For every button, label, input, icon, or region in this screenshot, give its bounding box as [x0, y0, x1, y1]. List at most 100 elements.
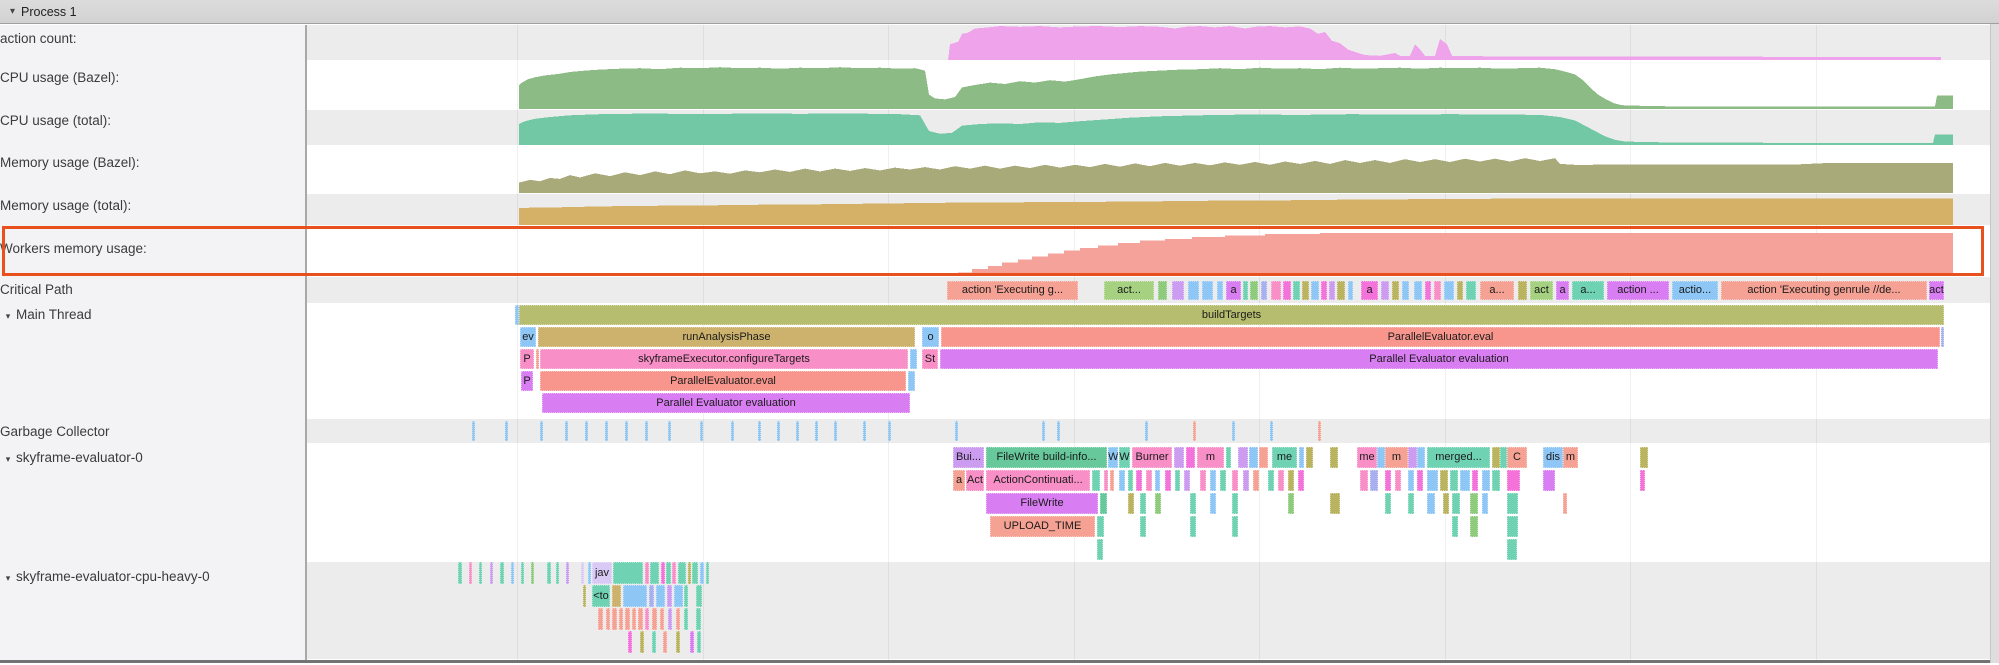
skyframe-evaluator-0-slice[interactable] [1385, 470, 1391, 491]
skyframe-evaluator-0-slice[interactable] [1427, 493, 1435, 514]
skyframe-evaluator-0-slice[interactable]: Bui... [953, 447, 984, 468]
skyframe-evaluator-cpu-heavy-slice[interactable] [700, 562, 704, 584]
skyframe-evaluator-0-slice[interactable] [1253, 470, 1259, 491]
skyframe-evaluator-0-slice[interactable]: me [1357, 447, 1377, 468]
gc-tick[interactable] [955, 421, 958, 441]
skyframe-evaluator-0-slice[interactable] [1377, 447, 1385, 468]
collapse-arrow-icon[interactable]: ▾ [5, 454, 11, 464]
gc-tick[interactable] [700, 421, 703, 441]
skyframe-evaluator-cpu-heavy-slice[interactable] [469, 562, 472, 584]
main-thread-slice[interactable]: ParallelEvaluator.eval [941, 327, 1940, 347]
skyframe-evaluator-0-slice[interactable] [1543, 470, 1555, 491]
gc-tick[interactable] [834, 421, 837, 441]
action-count-chart[interactable] [307, 25, 1992, 60]
skyframe-evaluator-0-slice[interactable] [1306, 447, 1313, 468]
skyframe-evaluator-0-slice[interactable] [1226, 447, 1231, 468]
gc-tick[interactable] [731, 421, 734, 441]
critical-path-slice[interactable] [1444, 281, 1454, 300]
skyframe-evaluator-cpu-heavy-slice[interactable] [696, 585, 702, 607]
critical-path-slice[interactable]: action 'Executing genrule //de... [1721, 281, 1927, 300]
critical-path-slice[interactable] [1243, 281, 1248, 300]
skyframe-evaluator-0-slice[interactable] [1288, 493, 1294, 514]
gc-tick[interactable] [540, 421, 543, 441]
skyframe-evaluator-cpu-heavy-slice[interactable] [511, 562, 514, 584]
skyframe-evaluator-0-slice[interactable] [1249, 447, 1258, 468]
gc-tick[interactable] [1270, 421, 1273, 441]
skyframe-evaluator-cpu-heavy-slice[interactable]: <to [592, 585, 610, 607]
skyframe-evaluator-cpu-heavy-slice[interactable] [598, 608, 603, 630]
skyframe-evaluator-cpu-heavy-slice[interactable] [684, 585, 688, 607]
main-thread-slice[interactable]: St [922, 349, 938, 369]
main-thread-slice[interactable]: ParallelEvaluator.eval [540, 371, 906, 391]
gc-tick[interactable] [1057, 421, 1060, 441]
skyframe-evaluator-0-slice[interactable] [1417, 470, 1423, 491]
skyframe-evaluator-cpu-heavy-slice[interactable] [547, 562, 551, 584]
collapse-arrow-icon[interactable]: ▾ [5, 311, 11, 321]
skyframe-evaluator-cpu-heavy-slice[interactable] [521, 562, 524, 584]
critical-path-slice[interactable]: action 'Executing g... [947, 281, 1078, 300]
skyframe-evaluator-0-slice[interactable]: W [1119, 447, 1130, 468]
skyframe-evaluator-cpu-heavy-slice[interactable] [663, 631, 667, 653]
skyframe-evaluator-cpu-heavy-slice[interactable] [697, 631, 701, 653]
gc-tick[interactable] [758, 421, 761, 441]
skyframe-evaluator-0-slice[interactable] [1640, 447, 1648, 468]
skyframe-evaluator-cpu-heavy-slice[interactable] [672, 562, 676, 584]
critical-path-slice[interactable]: a... [1480, 281, 1514, 300]
skyframe-evaluator-cpu-heavy-slice[interactable] [645, 562, 649, 584]
skyframe-evaluator-0-slice[interactable]: dis [1543, 447, 1563, 468]
memory-usage-bazel--chart[interactable] [307, 146, 1992, 193]
skyframe-evaluator-cpu-heavy-slice[interactable] [606, 608, 610, 630]
sidebar-item-workers-memory[interactable]: Workers memory usage: [0, 241, 147, 256]
gc-tick[interactable] [625, 421, 628, 441]
memory-usage-total--chart[interactable] [307, 194, 1992, 225]
main-thread-slice[interactable]: Parallel Evaluator evaluation [940, 349, 1938, 369]
skyframe-evaluator-0-slice[interactable] [1259, 447, 1268, 468]
gc-tick[interactable] [888, 421, 891, 441]
skyframe-evaluator-cpu-heavy-slice[interactable] [623, 585, 647, 607]
skyframe-evaluator-cpu-heavy-slice[interactable] [632, 608, 636, 630]
skyframe-evaluator-0-slice[interactable] [1298, 470, 1304, 491]
skyframe-evaluator-0-slice[interactable]: Act [966, 470, 984, 491]
critical-path-slice[interactable] [1466, 281, 1476, 300]
skyframe-evaluator-0-slice[interactable] [1140, 493, 1146, 514]
skyframe-evaluator-0-slice[interactable] [1155, 470, 1160, 491]
critical-path-slice[interactable]: a [1361, 281, 1378, 300]
critical-path-slice[interactable] [1434, 281, 1441, 300]
skyframe-evaluator-cpu-heavy-slice[interactable] [581, 562, 584, 584]
skyframe-evaluator-0-slice[interactable] [1268, 470, 1274, 491]
critical-path-slice[interactable]: act [1530, 281, 1553, 300]
critical-path-slice[interactable]: a [1556, 281, 1569, 300]
skyframe-evaluator-0-slice[interactable]: W [1108, 447, 1118, 468]
skyframe-evaluator-cpu-heavy-slice[interactable] [674, 585, 683, 607]
skyframe-evaluator-0-slice[interactable] [1472, 470, 1478, 491]
skyframe-evaluator-0-slice[interactable]: UPLOAD_TIME [990, 516, 1095, 537]
skyframe-evaluator-0-slice[interactable] [1452, 493, 1460, 514]
skyframe-evaluator-cpu-heavy-slice[interactable] [661, 562, 665, 584]
skyframe-evaluator-0-slice[interactable]: me [1272, 447, 1297, 468]
skyframe-evaluator-0-slice[interactable] [1440, 470, 1448, 491]
skyframe-evaluator-cpu-heavy-slice[interactable]: jav [592, 562, 612, 584]
skyframe-evaluator-0-slice[interactable] [1238, 447, 1248, 468]
skyframe-evaluator-0-slice[interactable] [1452, 516, 1458, 537]
skyframe-evaluator-cpu-heavy-slice[interactable] [666, 562, 671, 584]
skyframe-evaluator-cpu-heavy-slice[interactable] [612, 608, 617, 630]
critical-path-slice[interactable] [1188, 281, 1199, 300]
gc-tick[interactable] [1232, 421, 1235, 441]
skyframe-evaluator-cpu-heavy-slice[interactable] [479, 562, 482, 584]
scrollbar-track[interactable] [1990, 24, 1999, 663]
critical-path-slice[interactable] [1250, 281, 1258, 300]
main-thread-slice[interactable]: skyframeExecutor.configureTargets [540, 349, 908, 369]
skyframe-evaluator-0-slice[interactable] [1220, 470, 1226, 491]
main-thread-slice[interactable] [515, 305, 519, 325]
gc-tick[interactable] [863, 421, 866, 441]
main-thread-slice[interactable]: ev [520, 327, 536, 347]
skyframe-evaluator-0-slice[interactable] [1100, 493, 1107, 514]
skyframe-evaluator-0-slice[interactable] [1507, 516, 1518, 537]
skyframe-evaluator-0-slice[interactable] [1492, 470, 1500, 491]
skyframe-evaluator-0-slice[interactable] [1104, 470, 1108, 491]
skyframe-evaluator-0-slice[interactable] [1097, 539, 1103, 560]
critical-path-slice[interactable] [1311, 281, 1319, 300]
skyframe-evaluator-cpu-heavy-slice[interactable] [650, 562, 659, 584]
sidebar-item-skyframe-evaluator-0[interactable]: ▾ skyframe-evaluator-0 [0, 450, 300, 465]
critical-path-slice[interactable] [1217, 281, 1223, 300]
